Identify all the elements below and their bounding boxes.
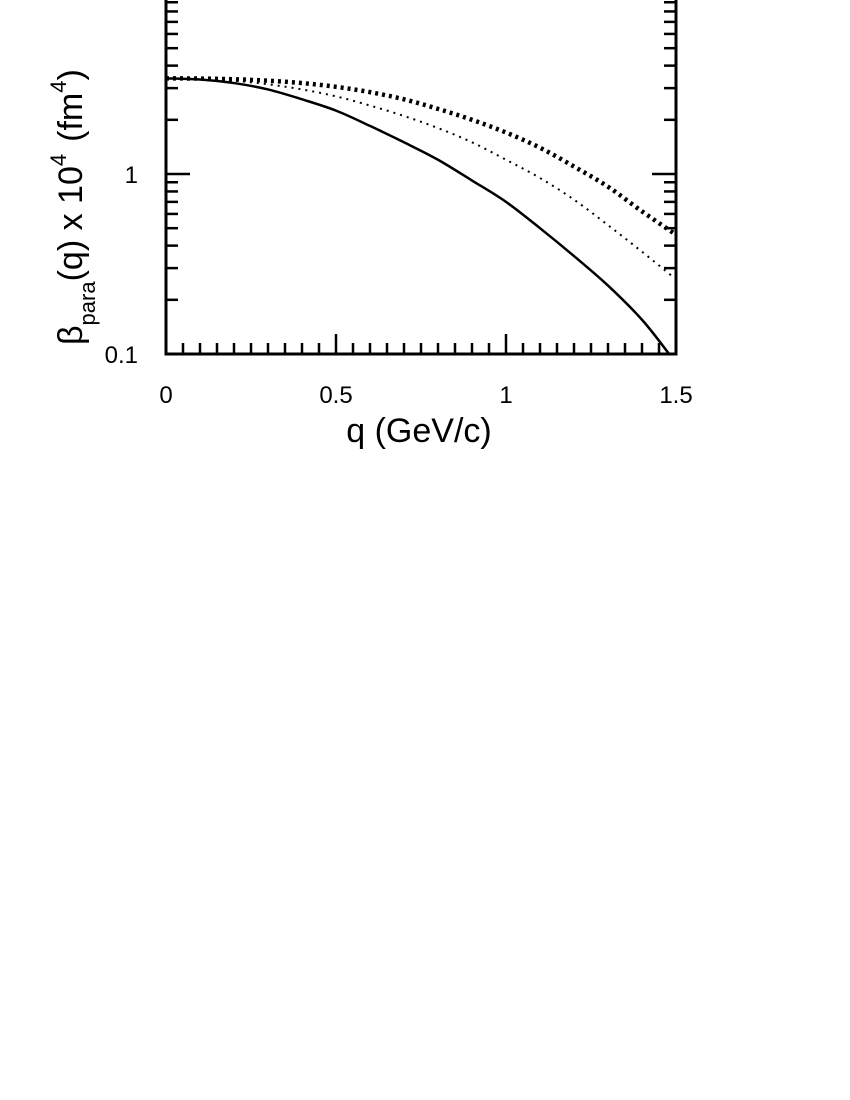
x-tick-label: 1	[499, 382, 512, 409]
y-axis-unit-open: (fm	[52, 93, 90, 142]
y-axis-title: βpara(q) x 104(fm4)	[46, 69, 100, 345]
y-tick-label: 0.1	[105, 342, 138, 369]
series-line-thick-dotted	[166, 76, 676, 237]
x-tick-label: 1.5	[659, 382, 692, 409]
ticks-layer	[164, 0, 678, 356]
tick-labels-layer: 0 0.5 1 1.5 0.1 1	[105, 162, 693, 409]
y-axis-unit-power: 4	[46, 81, 71, 93]
y-axis-middle: (q) x 10	[52, 166, 90, 281]
y-axis-symbol: β	[52, 325, 90, 345]
plot-area	[166, 76, 676, 354]
x-tick-label: 0	[159, 382, 172, 409]
series-line-dotted	[166, 77, 676, 281]
series-line-solid	[166, 77, 671, 354]
series-layer	[166, 76, 676, 354]
x-tick-label: 0.5	[319, 382, 352, 409]
y-axis-power: 4	[46, 154, 71, 166]
x-axis-title: q (GeV/c)	[346, 412, 491, 450]
y-axis-subscript: para	[75, 281, 100, 326]
y-tick-label: 1	[125, 162, 138, 189]
plot-frame	[164, 0, 678, 356]
y-axis-unit-close: )	[52, 69, 90, 80]
